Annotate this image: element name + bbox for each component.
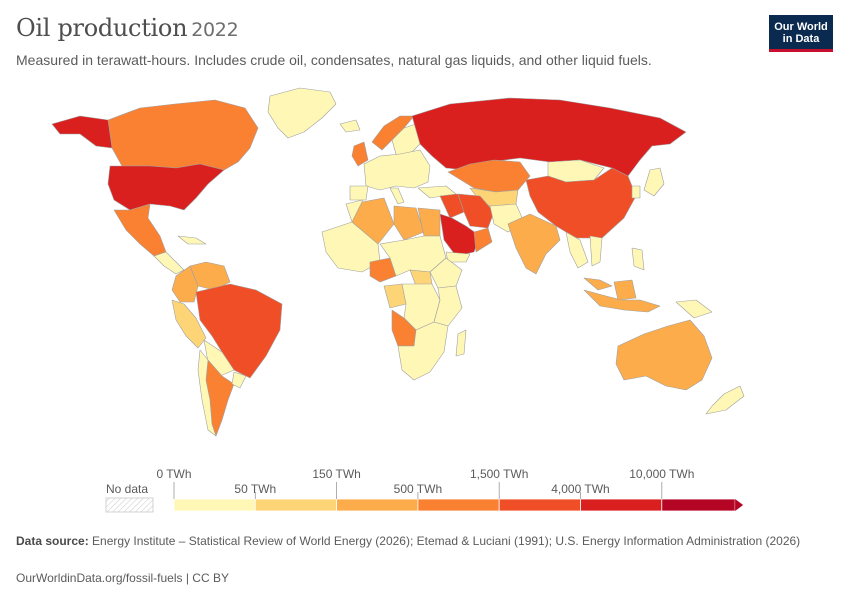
region-new-zealand[interactable]: [705, 385, 745, 415]
region-chile[interactable]: [197, 349, 217, 437]
region-colombia[interactable]: [171, 265, 199, 303]
region-papua-new-guinea[interactable]: [675, 299, 713, 319]
map-legend: No data 0 TWh 50 TWh 150 TWh 500 TWh 1,500 T…: [105, 467, 744, 513]
region-nigeria[interactable]: [369, 257, 397, 283]
footer-link[interactable]: OurWorldinData.org/fossil-fuels | CC BY: [16, 571, 229, 585]
region-canada[interactable]: [107, 99, 259, 171]
legend-bin[interactable]: [417, 498, 500, 512]
region-bolivia[interactable]: [203, 339, 235, 377]
region-italy[interactable]: [389, 187, 405, 205]
region-japan[interactable]: [643, 167, 665, 197]
region-libya[interactable]: [393, 205, 425, 241]
legend-bin[interactable]: [498, 498, 581, 512]
region-india[interactable]: [507, 213, 561, 275]
legend-tick-label: 50 TWh: [234, 482, 276, 496]
region-cuba[interactable]: [177, 235, 207, 245]
source-note: Data source: Energy Institute – Statisti…: [16, 534, 831, 549]
legend-tick-label: 4,000 TWh: [551, 482, 609, 496]
logo-line-1: Our World: [774, 21, 828, 33]
region-united-states[interactable]: [107, 163, 225, 211]
region-spain[interactable]: [349, 185, 369, 201]
region-brazil[interactable]: [195, 283, 283, 379]
legend-tick-label: 10,000 TWh: [629, 467, 694, 481]
title-text: Oil production: [16, 14, 188, 42]
region-iceland[interactable]: [339, 119, 361, 133]
region-borneo[interactable]: [613, 279, 637, 301]
subtitle: Measured in terawatt-hours. Includes cru…: [16, 52, 652, 68]
legend-tick-label: 0 TWh: [156, 467, 191, 481]
region-australia[interactable]: [615, 319, 713, 391]
region-korea[interactable]: [631, 185, 641, 199]
legend-bin[interactable]: [173, 498, 256, 512]
title-year: 2022: [191, 19, 239, 41]
region-norway[interactable]: [371, 115, 415, 151]
region-united-kingdom[interactable]: [351, 141, 369, 167]
region-europe[interactable]: [363, 149, 431, 191]
region-madagascar[interactable]: [455, 329, 467, 357]
legend-bin[interactable]: [254, 498, 338, 512]
legend-bin[interactable]: [661, 498, 736, 512]
no-data-swatch[interactable]: [105, 497, 154, 513]
legend-tick-label: 500 TWh: [394, 482, 442, 496]
region-kazakhstan[interactable]: [447, 159, 531, 193]
page-title: Oil production 2022: [16, 14, 239, 42]
region-central-america[interactable]: [153, 251, 185, 275]
legend-bin[interactable]: [580, 498, 663, 512]
region-malaysia[interactable]: [583, 277, 613, 291]
owid-logo[interactable]: Our World in Data: [769, 15, 833, 52]
world-map: [51, 87, 745, 437]
region-greenland[interactable]: [267, 87, 337, 139]
region-peru[interactable]: [171, 299, 207, 349]
no-data-label: No data: [106, 482, 148, 496]
region-ethiopia[interactable]: [429, 257, 463, 289]
source-text: Energy Institute – Statistical Review of…: [92, 534, 801, 548]
region-myanmar-thailand[interactable]: [565, 231, 589, 269]
region-vietnam[interactable]: [589, 235, 603, 267]
region-southern-africa[interactable]: [397, 321, 449, 381]
legend-bin[interactable]: [336, 498, 419, 512]
legend-arrow: [735, 499, 744, 511]
region-east-africa[interactable]: [433, 285, 463, 327]
logo-line-2: in Data: [782, 33, 820, 45]
region-mexico[interactable]: [113, 203, 167, 257]
region-china[interactable]: [525, 167, 637, 239]
region-alaska[interactable]: [51, 115, 113, 149]
source-label: Data source:: [16, 534, 89, 548]
region-philippines[interactable]: [631, 247, 645, 271]
region-indonesia[interactable]: [583, 289, 661, 313]
region-oman-uae[interactable]: [473, 227, 493, 253]
legend-tick-label: 150 TWh: [312, 467, 360, 481]
region-uruguay[interactable]: [231, 371, 247, 389]
legend-tick-label: 1,500 TWh: [470, 467, 528, 481]
region-south-sudan[interactable]: [409, 269, 433, 287]
